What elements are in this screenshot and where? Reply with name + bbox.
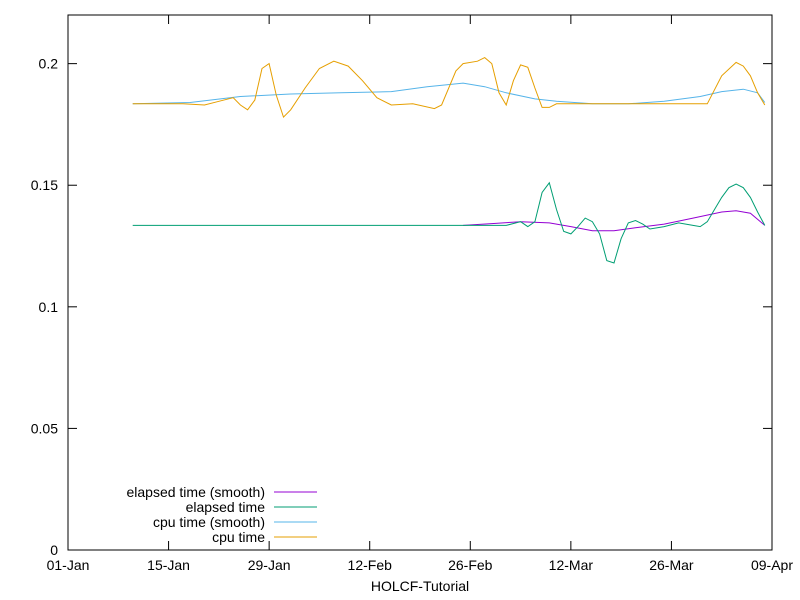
- x-tick-label: 09-Apr: [751, 557, 793, 573]
- x-tick-label: 01-Jan: [47, 557, 90, 573]
- x-axis-label: HOLCF-Tutorial: [371, 578, 469, 594]
- x-tick-label: 26-Feb: [448, 557, 493, 573]
- y-tick-label: 0.15: [31, 177, 58, 193]
- x-tick-label: 26-Mar: [649, 557, 694, 573]
- legend-label: cpu time: [212, 529, 265, 545]
- series-lines: [133, 58, 765, 263]
- plot-frame: [68, 15, 772, 550]
- x-tick-label: 12-Mar: [549, 557, 594, 573]
- legend-label: cpu time (smooth): [153, 514, 265, 530]
- series-line-cpu-time: [133, 58, 765, 118]
- y-tick-label: 0.1: [39, 299, 59, 315]
- x-tick-label: 12-Feb: [348, 557, 393, 573]
- y-tick-label: 0: [50, 542, 58, 558]
- x-tick-label: 29-Jan: [248, 557, 291, 573]
- series-line-elapsed-time-smooth: [463, 211, 765, 231]
- y-tick-label: 0.2: [39, 56, 59, 72]
- y-axis-ticks: 0 0.05 0.1 0.15 0.2: [31, 56, 772, 558]
- x-tick-label: 15-Jan: [147, 557, 190, 573]
- legend-label: elapsed time (smooth): [126, 484, 265, 500]
- legend-label: elapsed time: [186, 499, 266, 515]
- y-tick-label: 0.05: [31, 420, 58, 436]
- series-line-cpu-time-smooth: [133, 83, 765, 104]
